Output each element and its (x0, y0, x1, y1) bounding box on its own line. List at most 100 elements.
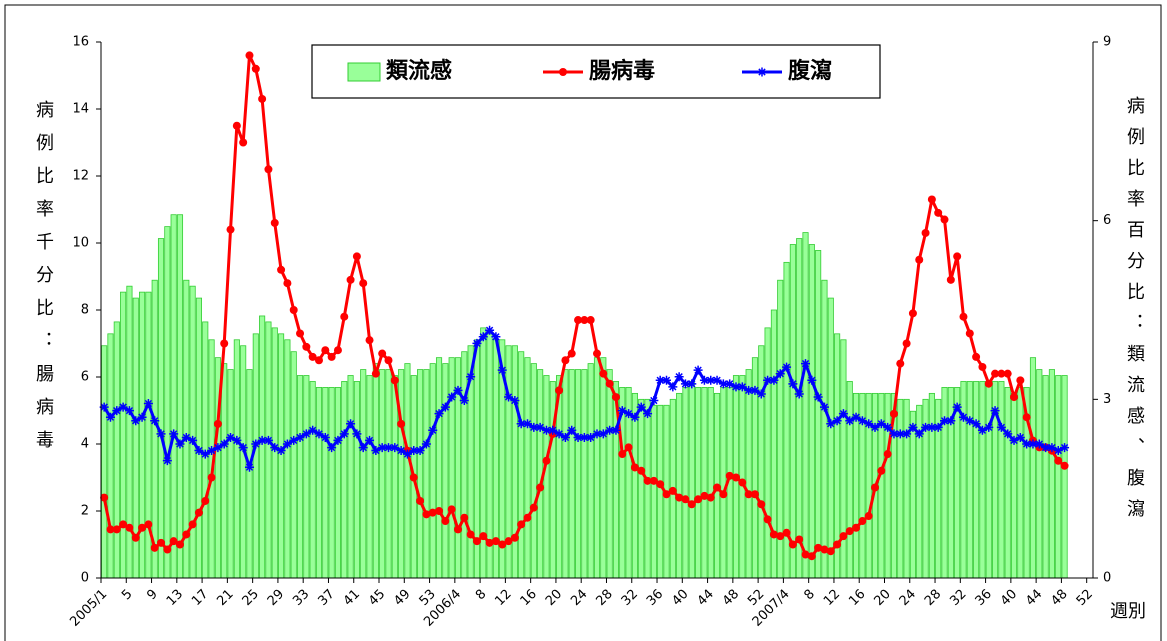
point (466, 372, 476, 382)
point (1010, 393, 1019, 402)
point (371, 446, 381, 456)
point (296, 329, 305, 338)
bar (107, 333, 114, 579)
point (542, 456, 551, 465)
point (510, 396, 520, 406)
point (301, 429, 311, 439)
point (175, 439, 185, 449)
point (687, 379, 697, 389)
point (118, 402, 128, 412)
point (453, 385, 463, 395)
point (858, 517, 867, 526)
point (630, 463, 639, 472)
point (466, 530, 475, 539)
point (870, 422, 880, 432)
point (346, 419, 356, 429)
bar (827, 297, 834, 579)
x-tick-label: 49 (391, 587, 413, 609)
bar (581, 369, 588, 579)
bar (176, 214, 184, 579)
point (510, 533, 519, 542)
point (422, 510, 431, 519)
y-tick-label: 14 (72, 102, 89, 117)
point (409, 473, 418, 482)
y-tick-label: 0 (81, 571, 89, 586)
point (1009, 435, 1019, 445)
bar (391, 375, 398, 579)
point (763, 515, 772, 524)
point (737, 382, 747, 392)
point (106, 525, 115, 534)
bar (290, 351, 297, 579)
bar (530, 363, 537, 579)
point (738, 478, 747, 487)
point (346, 275, 355, 284)
point (1041, 443, 1051, 453)
point (1015, 432, 1025, 442)
point (719, 490, 728, 499)
chart-border (4, 4, 1162, 641)
point (958, 412, 968, 422)
point (472, 537, 481, 546)
point (517, 520, 526, 529)
point (586, 432, 596, 442)
point (674, 372, 684, 382)
bar (278, 333, 285, 579)
bar (417, 369, 424, 579)
x-tick-label: 2005/1 (67, 587, 110, 630)
point (908, 422, 918, 432)
point (833, 540, 842, 549)
bar (334, 387, 341, 579)
point (820, 545, 829, 554)
point (150, 543, 159, 552)
point (896, 359, 905, 368)
point (409, 446, 419, 456)
point (826, 419, 836, 429)
bar (328, 387, 335, 579)
point (522, 419, 532, 429)
bar-layer (101, 214, 1068, 579)
point (415, 446, 425, 456)
x-axis-label: 週別 (1110, 601, 1146, 622)
point (1003, 369, 1012, 378)
point (895, 429, 905, 439)
point (371, 369, 380, 378)
bar (101, 345, 108, 579)
point (972, 352, 981, 361)
point (384, 356, 393, 365)
bar (347, 375, 354, 579)
point (541, 425, 551, 435)
point (169, 537, 178, 546)
point (365, 435, 375, 445)
point (535, 422, 545, 432)
point (163, 545, 172, 554)
x-tick-label: 41 (341, 587, 363, 609)
x-tick-label: 40 (998, 587, 1020, 609)
x-tick-label: 13 (164, 587, 186, 609)
point (952, 402, 962, 412)
point (718, 379, 728, 389)
y-tick-label: 2 (81, 504, 89, 519)
bar (884, 392, 891, 579)
bar (1036, 369, 1043, 579)
legend-swatch (347, 62, 381, 82)
point (1060, 461, 1069, 470)
bar (423, 369, 430, 579)
point (655, 375, 665, 385)
point (845, 416, 855, 426)
point (579, 432, 589, 442)
point (656, 480, 665, 489)
point (567, 425, 577, 435)
point (946, 275, 955, 284)
point (921, 422, 931, 432)
bar (1029, 357, 1037, 579)
point (100, 493, 109, 502)
point (605, 379, 614, 388)
x-tick-label: 48 (720, 587, 742, 609)
point (264, 165, 273, 174)
bar (695, 387, 702, 579)
point (251, 64, 260, 73)
point (598, 429, 608, 439)
point (181, 432, 191, 442)
